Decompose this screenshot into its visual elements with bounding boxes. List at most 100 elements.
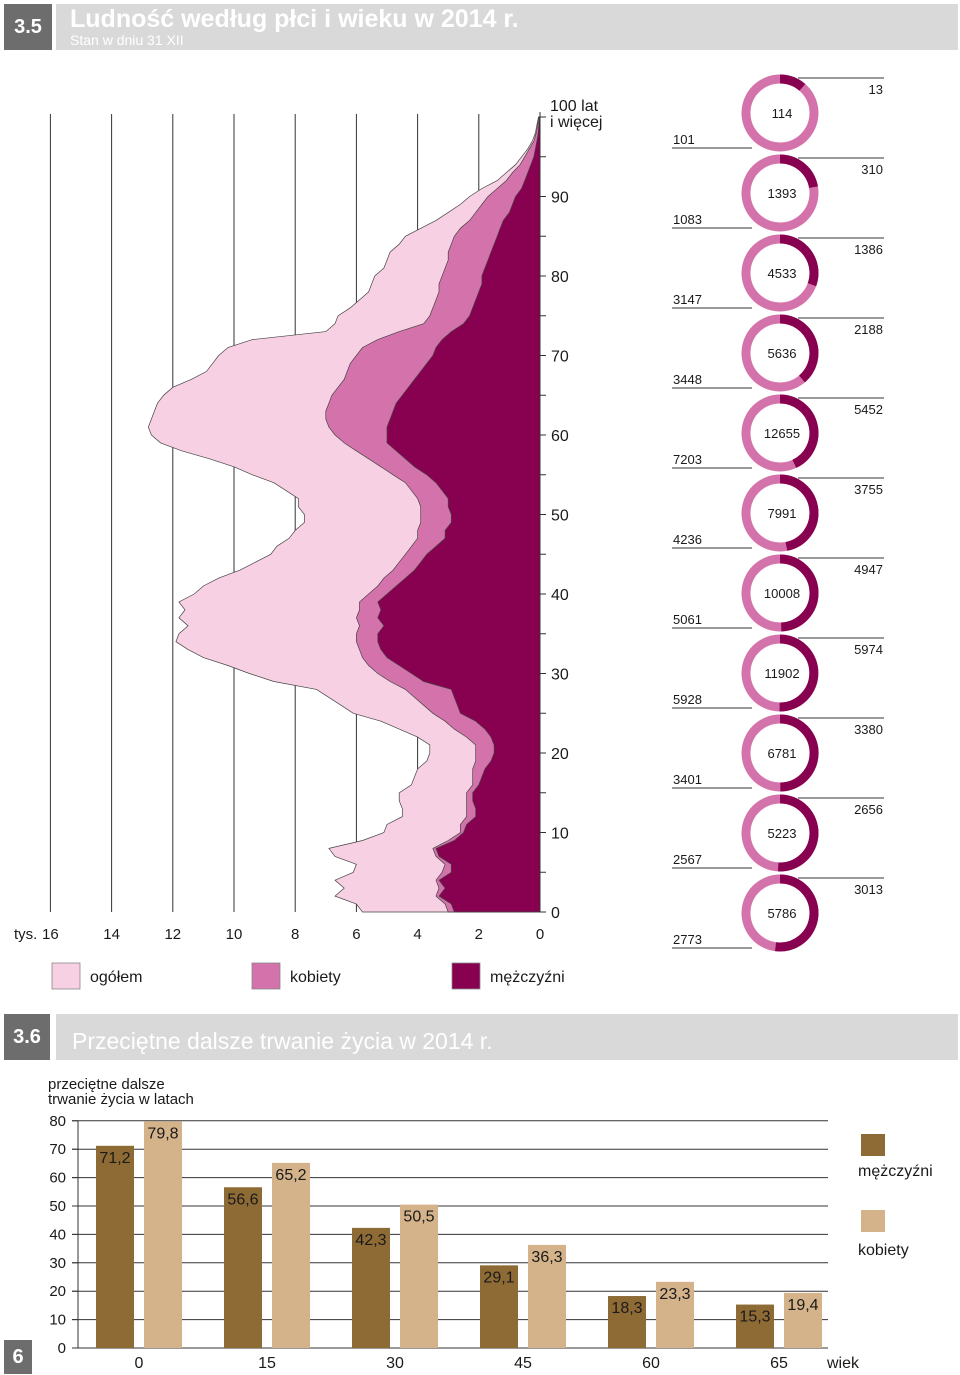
tick-label-age-50: 50 xyxy=(551,508,569,525)
data-label-men-30: 42,3 xyxy=(355,1232,386,1249)
data-label-women-0: 79,8 xyxy=(147,1125,178,1142)
tick-label-age-90: 90 xyxy=(551,190,569,207)
men-value-6: 5452 xyxy=(854,402,883,417)
ring-men-6 xyxy=(779,394,819,468)
area-men xyxy=(377,116,541,913)
tick-label-x-65: 65 xyxy=(770,1355,788,1372)
women-value-7: 3448 xyxy=(673,372,702,387)
y-axis-label-line2: trwanie życia w latach xyxy=(48,1091,194,1108)
tick-label-age-10: 10 xyxy=(551,826,569,843)
tick-label-age-80: 80 xyxy=(551,269,569,286)
tick-label-y-60: 60 xyxy=(49,1170,66,1187)
section-number-3-5: 3.5 xyxy=(4,4,52,50)
ring-total-label-0: 5786 xyxy=(768,906,797,921)
ring-total-label-1: 5223 xyxy=(768,826,797,841)
men-value-7: 2188 xyxy=(854,322,883,337)
tick-label-age-100-line1: 100 lat xyxy=(550,98,599,115)
men-value-8: 1386 xyxy=(854,242,883,257)
data-label-men-45: 29,1 xyxy=(483,1269,514,1286)
tick-label-age-70: 70 xyxy=(551,349,569,366)
bar-men-0 xyxy=(96,1145,134,1348)
section-header-bar-3-6 xyxy=(56,1014,958,1060)
tick-label-y-80: 80 xyxy=(49,1113,66,1130)
x-unit-label: tys. xyxy=(14,926,37,943)
data-label-women-65: 19,4 xyxy=(787,1297,818,1314)
ring-men-5 xyxy=(779,474,819,551)
legend-label-men: mężczyźni xyxy=(858,1163,933,1180)
tick-label-y-50: 50 xyxy=(49,1198,66,1215)
tick-label-x-10: 10 xyxy=(226,926,243,943)
section-number-3-6: 3.6 xyxy=(4,1014,50,1060)
bar-women-60 xyxy=(656,1281,694,1348)
tick-label-y-20: 20 xyxy=(49,1283,66,1300)
tick-label-age-20: 20 xyxy=(551,746,569,763)
men-value-10: 13 xyxy=(869,82,883,97)
tick-label-y-70: 70 xyxy=(49,1141,66,1158)
women-value-9: 1083 xyxy=(673,212,702,227)
women-value-2: 3401 xyxy=(673,772,702,787)
tick-label-age-60: 60 xyxy=(551,428,569,445)
data-label-men-0: 71,2 xyxy=(99,1150,130,1167)
tick-label-x-30: 30 xyxy=(386,1355,404,1372)
page-number: 6 xyxy=(4,1340,32,1374)
tick-label-y-0: 0 xyxy=(58,1340,66,1357)
bar-men-65 xyxy=(736,1304,774,1348)
ring-total-label-2: 6781 xyxy=(768,746,797,761)
bar-women-65 xyxy=(784,1292,822,1348)
legend-swatch-0 xyxy=(51,962,81,990)
men-value-4: 4947 xyxy=(854,562,883,577)
legend-swatch-women xyxy=(861,1210,885,1232)
x-axis-label: wiek xyxy=(826,1355,860,1372)
tick-label-x-60: 60 xyxy=(642,1355,660,1372)
men-value-5: 3755 xyxy=(854,482,883,497)
ring-men-0 xyxy=(775,874,819,952)
data-label-men-65: 15,3 xyxy=(739,1309,770,1326)
tick-label-x-45: 45 xyxy=(514,1355,532,1372)
ring-men-10 xyxy=(779,74,806,91)
legend-swatch-2 xyxy=(451,962,481,990)
women-value-3: 5928 xyxy=(673,692,702,707)
legend-label-1: kobiety xyxy=(290,969,341,986)
women-value-4: 5061 xyxy=(673,612,702,627)
bar-women-15 xyxy=(272,1162,310,1348)
bar-men-15 xyxy=(224,1187,262,1348)
tick-label-age-30: 30 xyxy=(551,667,569,684)
men-value-0: 3013 xyxy=(854,882,883,897)
ring-total-label-10: 114 xyxy=(772,106,793,121)
tick-label-y-10: 10 xyxy=(49,1312,66,1329)
data-label-women-15: 65,2 xyxy=(275,1167,306,1184)
ring-total-label-4: 10008 xyxy=(764,586,800,601)
ring-men-8 xyxy=(779,234,819,287)
tick-label-x-4: 4 xyxy=(413,926,421,943)
legend-swatch-1 xyxy=(251,962,281,990)
bar-women-45 xyxy=(528,1244,566,1348)
ring-men-7 xyxy=(779,314,819,383)
legend-label-2: mężczyźni xyxy=(490,969,565,986)
ring-men-2 xyxy=(779,714,819,792)
men-value-2: 3380 xyxy=(854,722,883,737)
ring-men-4 xyxy=(779,554,819,632)
data-label-women-60: 23,3 xyxy=(659,1286,690,1303)
women-value-0: 2773 xyxy=(673,932,702,947)
legend-label-0: ogółem xyxy=(90,969,142,986)
women-value-5: 4236 xyxy=(673,532,702,547)
tick-label-x-14: 14 xyxy=(103,926,120,943)
ring-total-label-9: 1393 xyxy=(768,186,797,201)
ring-men-3 xyxy=(779,634,819,712)
men-value-1: 2656 xyxy=(854,802,883,817)
data-label-men-60: 18,3 xyxy=(611,1300,642,1317)
bar-men-45 xyxy=(480,1265,518,1348)
women-value-8: 3147 xyxy=(673,292,702,307)
women-value-10: 101 xyxy=(673,132,695,147)
tick-label-x-16: 16 xyxy=(42,926,59,943)
legend-swatch-men xyxy=(861,1134,885,1156)
bar-men-60 xyxy=(608,1296,646,1348)
tick-label-x-6: 6 xyxy=(352,926,360,943)
ring-total-label-5: 7991 xyxy=(768,506,797,521)
data-label-women-30: 50,5 xyxy=(403,1209,434,1226)
data-label-men-15: 56,6 xyxy=(227,1191,258,1208)
tick-label-age-40: 40 xyxy=(551,587,569,604)
ring-total-label-3: 11902 xyxy=(764,666,799,681)
ring-men-9 xyxy=(779,154,818,189)
chart-subtitle-3-5: Stan w dniu 31 XII xyxy=(70,32,184,48)
